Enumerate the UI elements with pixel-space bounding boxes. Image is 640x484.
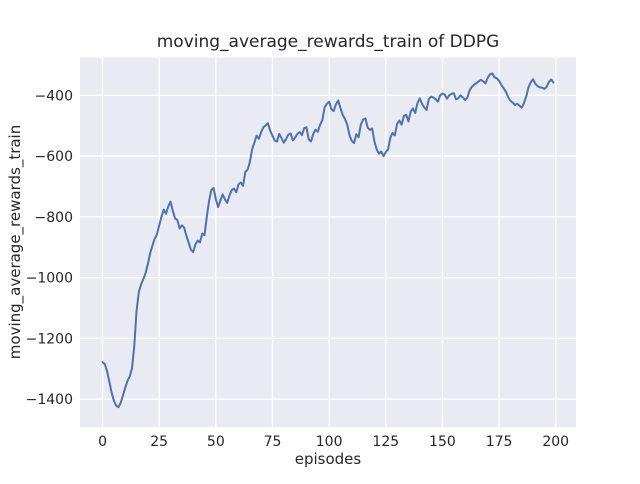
gridlines bbox=[80, 57, 576, 428]
x-tick-label: 75 bbox=[264, 434, 282, 450]
x-tick-label: 0 bbox=[98, 434, 107, 450]
x-tick-label: 25 bbox=[150, 434, 168, 450]
y-tick-labels: −400 −600 −800 −1000 −1200 −1400 bbox=[26, 88, 73, 408]
x-tick-label: 100 bbox=[316, 434, 343, 450]
y-tick-label: −600 bbox=[35, 149, 73, 165]
x-tick-label: 175 bbox=[486, 434, 513, 450]
x-tick-label: 50 bbox=[207, 434, 225, 450]
y-axis-label: moving_average_rewards_train bbox=[6, 125, 25, 359]
y-tick-label: −400 bbox=[35, 88, 73, 104]
plot-area bbox=[80, 57, 576, 428]
y-tick-label: −1200 bbox=[26, 331, 73, 347]
series-line-ddpg bbox=[101, 72, 555, 409]
y-tick-label: −1000 bbox=[26, 271, 73, 287]
x-tick-label: 125 bbox=[372, 434, 399, 450]
y-tick-label: −800 bbox=[35, 210, 73, 226]
x-tick-labels: 0 25 50 75 100 125 150 175 200 bbox=[98, 434, 569, 450]
y-tick-label: −1400 bbox=[26, 392, 73, 408]
x-tick-label: 200 bbox=[542, 434, 569, 450]
x-tick-label: 150 bbox=[429, 434, 456, 450]
chart-title: moving_average_rewards_train of DDPG bbox=[157, 32, 500, 52]
x-axis-label: episodes bbox=[295, 450, 362, 468]
